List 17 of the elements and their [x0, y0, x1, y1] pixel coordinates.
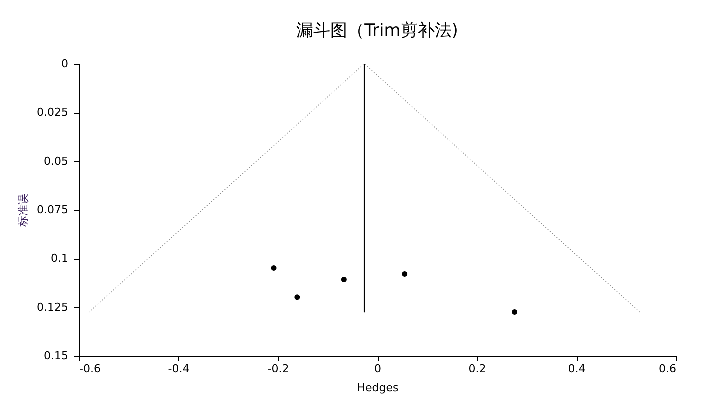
x-tick-label: 0.4: [568, 362, 586, 376]
x-tick-label: -0.6: [80, 362, 101, 376]
y-tick-label: 0.15: [44, 350, 68, 362]
x-tick-label: 0: [374, 362, 382, 376]
y-tick-label: 0.025: [37, 106, 68, 120]
y-tick-label: 0.125: [37, 300, 68, 314]
x-tick-label: -0.4: [168, 362, 190, 376]
x-tick-label: -0.2: [268, 362, 290, 376]
x-axis-title: Hedges: [357, 382, 400, 394]
y-tick-label: 0.1: [51, 252, 68, 266]
chart-title: 漏斗图（Trim剪补法): [296, 21, 458, 41]
y-tick-label: 0: [62, 58, 68, 70]
y-tick-label: 0.075: [37, 204, 68, 216]
x-tick-label: 0.6: [659, 362, 676, 376]
x-tick-label: 0.2: [468, 362, 486, 376]
y-tick-label: 0.05: [44, 154, 68, 168]
y-axis-title: 标准误: [17, 194, 30, 228]
